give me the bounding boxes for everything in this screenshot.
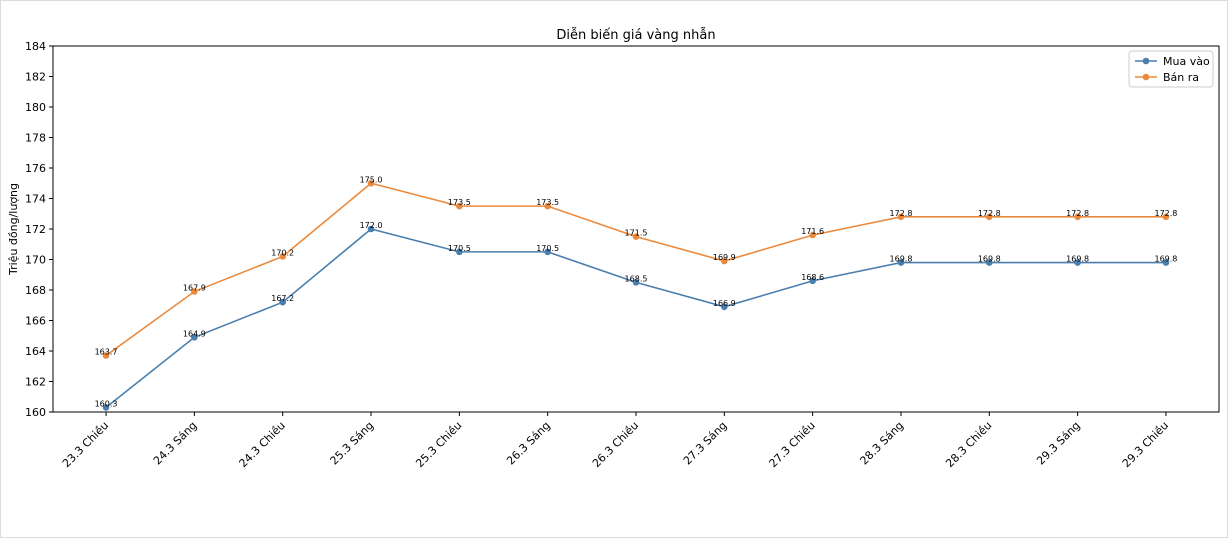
data-point <box>544 248 551 256</box>
legend-entry: Mua vào <box>1163 55 1210 68</box>
data-point <box>809 231 816 239</box>
data-label: 172.8 <box>1066 209 1089 218</box>
y-tick-label: 166 <box>25 315 46 328</box>
x-tick-label: 29.3 Sáng <box>1034 419 1083 468</box>
data-point <box>456 202 463 210</box>
y-tick-label: 174 <box>25 193 46 206</box>
data-label: 172.8 <box>1154 209 1177 218</box>
y-tick-label: 162 <box>25 376 46 389</box>
data-point <box>632 233 640 240</box>
x-tick-label: 25.3 Sáng <box>328 419 377 468</box>
data-point <box>367 225 375 233</box>
data-point <box>1162 213 1170 221</box>
data-point <box>1162 259 1170 266</box>
data-label: 163.7 <box>95 348 118 357</box>
data-point <box>102 404 110 411</box>
data-label: 167.9 <box>183 284 206 293</box>
x-tick-label: 24.3 Sáng <box>151 419 200 468</box>
data-point <box>1074 213 1081 221</box>
x-tick-label: 24.3 Chiều <box>237 419 288 470</box>
data-label: 173.5 <box>536 198 559 207</box>
data-label: 169.8 <box>1066 255 1089 264</box>
x-tick-label: 28.3 Chiều <box>943 419 994 470</box>
y-tick-label: 184 <box>25 40 46 53</box>
data-label: 167.2 <box>271 294 294 303</box>
data-point <box>721 257 728 265</box>
data-point <box>456 248 463 256</box>
data-label: 164.9 <box>183 329 206 338</box>
x-tick-label: 27.3 Chiều <box>767 419 818 470</box>
data-label: 160.3 <box>95 399 118 408</box>
data-point <box>897 213 905 221</box>
data-point <box>544 202 551 210</box>
data-label: 168.6 <box>801 273 824 282</box>
y-tick-label: 170 <box>25 254 46 267</box>
data-label: 172.0 <box>360 221 383 230</box>
data-point <box>191 333 198 341</box>
legend-entry: Bán ra <box>1163 71 1199 84</box>
legend-box <box>1128 50 1214 88</box>
data-point <box>102 352 110 359</box>
data-point <box>985 213 993 221</box>
data-label: 169.8 <box>890 255 913 264</box>
series-line <box>105 228 1166 409</box>
y-axis-label: Triệu đồng/lượng <box>7 183 20 276</box>
data-label: 169.9 <box>713 253 736 262</box>
x-tick-label: 23.3 Chiều <box>60 419 111 470</box>
data-label: 172.8 <box>978 209 1001 218</box>
x-tick-label: 28.3 Sáng <box>858 419 907 468</box>
data-label: 175.0 <box>360 175 383 184</box>
series-ban-ra: 163.7 167.9 170.2 175.0 173.5 173.5 171.5 169.9… <box>95 175 1177 359</box>
data-point <box>985 259 993 266</box>
y-tick-label: 168 <box>25 284 46 297</box>
data-point <box>279 253 287 260</box>
data-label: 166.9 <box>713 299 736 308</box>
y-tick-label: 182 <box>25 71 46 84</box>
data-label: 170.2 <box>271 248 294 257</box>
data-point <box>191 288 198 295</box>
y-tick-label: 176 <box>25 162 46 175</box>
data-label: 173.5 <box>448 198 471 207</box>
data-label: 170.5 <box>536 244 559 253</box>
series-line <box>105 182 1166 357</box>
data-point <box>1074 259 1081 266</box>
data-label: 169.8 <box>978 255 1001 264</box>
data-point <box>809 277 816 285</box>
legend: Mua vào Bán ra <box>1128 50 1214 88</box>
x-tick-label: 26.3 Sáng <box>504 419 553 468</box>
y-tick-label: 164 <box>25 345 46 358</box>
data-label: 171.5 <box>625 229 648 238</box>
data-point <box>897 259 905 266</box>
data-point <box>721 303 728 311</box>
y-tick-label: 160 <box>25 406 46 419</box>
x-tick-label: 25.3 Chiều <box>413 419 464 470</box>
legend-marker <box>1142 57 1150 65</box>
y-tick-label: 180 <box>25 101 46 114</box>
y-tick-label: 172 <box>25 223 46 236</box>
x-tick-label: 26.3 Chiều <box>590 419 641 470</box>
data-label: 170.5 <box>448 244 471 253</box>
y-tick-label: 178 <box>25 132 46 145</box>
data-label: 168.5 <box>625 274 648 283</box>
data-point <box>279 298 287 306</box>
data-label: 172.8 <box>890 209 913 218</box>
chart-title: Diễn biến giá vàng nhẫn <box>556 28 715 43</box>
legend-marker <box>1142 73 1150 81</box>
data-point <box>632 279 640 286</box>
x-tick-label: 27.3 Sáng <box>681 419 730 468</box>
series-layer: 160.3 164.9 167.2 172.0 170.5 170.5 168.5 166.9… <box>95 175 1177 411</box>
data-label: 169.8 <box>1154 255 1177 264</box>
plot-area <box>52 45 1220 413</box>
data-point <box>367 179 375 187</box>
series-mua-vao: 160.3 164.9 167.2 172.0 170.5 170.5 168.5 166.9… <box>95 221 1177 411</box>
x-tick-label: 29.3 Chiều <box>1120 419 1171 470</box>
y-axis: 160 162 164 166 168 170 172 174 176 178 180 182 184 <box>25 40 53 419</box>
data-label: 171.6 <box>801 227 824 236</box>
x-axis: 23.3 Chiều 24.3 Sáng 24.3 Chiều 25.3 Sáng 25… <box>60 412 1171 470</box>
